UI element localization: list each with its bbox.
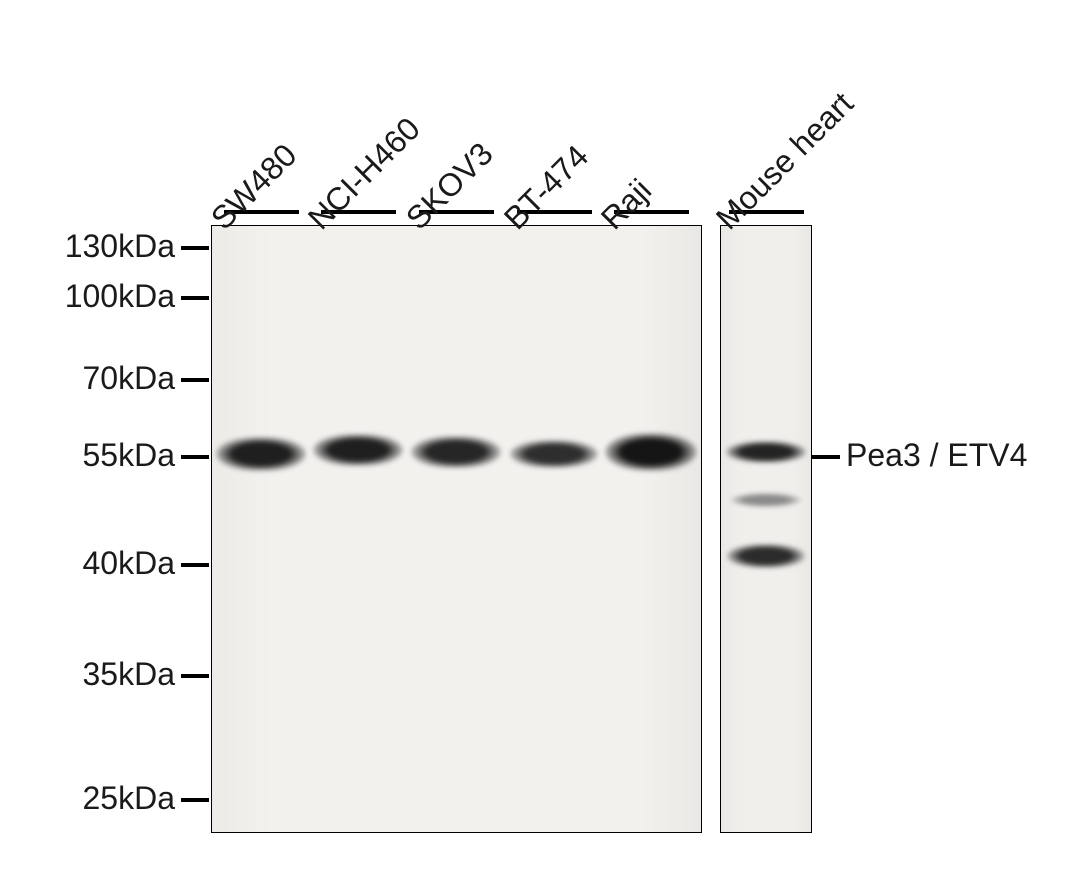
marker-label: 100kDa (0, 278, 175, 315)
figure-container: 130kDa 100kDa 70kDa 55kDa 40kDa 35kDa 25kDa SW… (0, 0, 1080, 877)
marker-label: 40kDa (0, 545, 175, 582)
blot-panel-2 (720, 225, 812, 833)
lane-label: SW480 (203, 137, 303, 237)
marker-tick (181, 455, 209, 459)
marker-label: 55kDa (0, 437, 175, 474)
blot-band (510, 440, 598, 468)
blot-band (727, 544, 805, 568)
target-label: Pea3 / ETV4 (846, 437, 1027, 474)
marker-tick (181, 563, 209, 567)
blot-panel-1 (211, 225, 702, 833)
blot-band (726, 441, 806, 463)
marker-tick (181, 246, 209, 250)
marker-label: 35kDa (0, 656, 175, 693)
blot-band (313, 434, 403, 466)
blot-band (731, 493, 801, 507)
target-tick (812, 455, 840, 459)
lane-label: SKOV3 (398, 135, 500, 237)
marker-label: 25kDa (0, 780, 175, 817)
lane-label: Mouse heart (708, 85, 860, 237)
marker-tick (181, 296, 209, 300)
blot-band (605, 433, 697, 471)
blot-band (216, 437, 306, 471)
blot-band (411, 436, 501, 468)
marker-tick (181, 378, 209, 382)
lane-label: BT-474 (496, 138, 595, 237)
marker-tick (181, 798, 209, 802)
marker-label: 130kDa (0, 228, 175, 265)
marker-tick (181, 674, 209, 678)
marker-label: 70kDa (0, 360, 175, 397)
